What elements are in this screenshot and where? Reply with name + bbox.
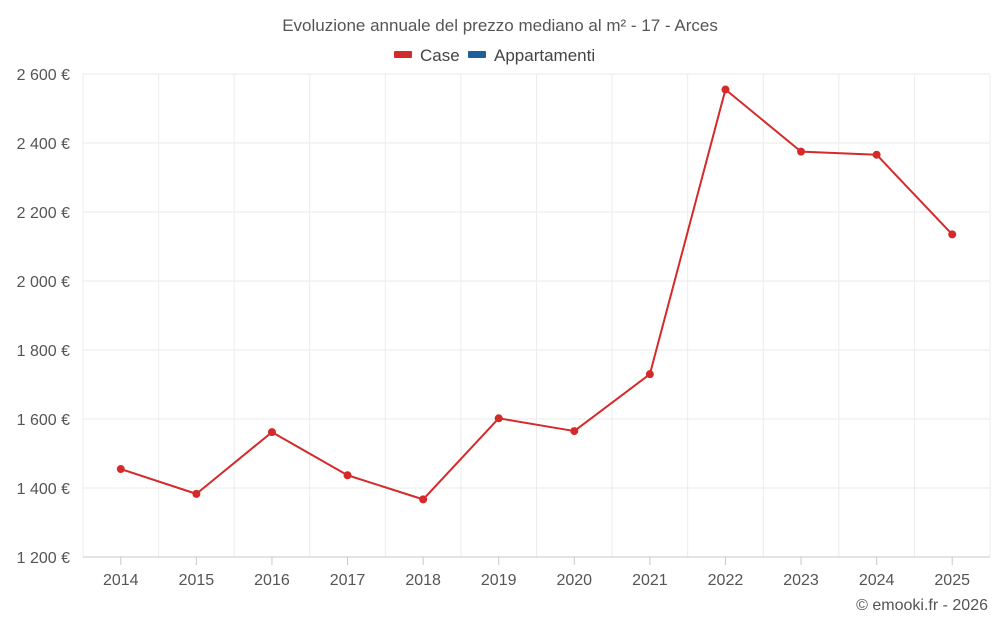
y-tick-label: 1 200 €: [17, 550, 70, 567]
data-point-2020: [570, 427, 579, 436]
y-axis: 1 200 € 1 400 € 1 600 € 1 800 € 2 000 € 2 200…: [17, 67, 70, 567]
y-tick-label: 2 000 €: [17, 274, 70, 291]
data-point-2021: [645, 370, 654, 379]
y-tick-label: 1 400 €: [17, 481, 70, 498]
y-tick-label: 2 400 €: [17, 136, 70, 153]
x-tick-label: 2021: [632, 572, 668, 589]
credit-text: © emooki.fr - 2026: [856, 597, 988, 614]
data-point-2016: [267, 428, 276, 437]
x-axis: 2014 2015 2016 2017 2018 2019 2020 2021 2022 2023…: [83, 556, 990, 589]
x-tick-label: 2015: [179, 572, 215, 589]
data-point-2018: [419, 495, 428, 504]
data-point-2015: [192, 489, 201, 498]
data-point-2014: [116, 465, 125, 474]
x-tick-label: 2016: [254, 572, 290, 589]
x-tick-label: 2022: [708, 572, 744, 589]
legend-label-case: Case: [420, 46, 460, 65]
grid: [82, 73, 991, 557]
data-point-2024: [872, 150, 881, 159]
data-point-2023: [797, 147, 806, 156]
x-tick-label: 2024: [859, 572, 895, 589]
legend-swatch-case: [394, 51, 412, 58]
chart-title: Evoluzione annuale del prezzo mediano al…: [282, 16, 718, 35]
legend: Case Appartamenti: [394, 46, 595, 65]
y-tick-label: 1 600 €: [17, 412, 70, 429]
y-tick-label: 1 800 €: [17, 343, 70, 360]
data-point-2025: [948, 230, 957, 239]
x-tick-label: 2025: [934, 572, 970, 589]
y-tick-label: 2 200 €: [17, 205, 70, 222]
data-point-2019: [494, 414, 503, 423]
x-tick-label: 2020: [556, 572, 592, 589]
series-layer: [116, 85, 957, 504]
x-tick-label: 2018: [405, 572, 441, 589]
x-tick-label: 2023: [783, 572, 819, 589]
data-point-2017: [343, 471, 352, 480]
y-tick-label: 2 600 €: [17, 67, 70, 84]
legend-swatch-appartamenti: [468, 51, 486, 58]
legend-label-appartamenti: Appartamenti: [494, 46, 595, 65]
series-line-case: [120, 88, 953, 501]
x-tick-label: 2019: [481, 572, 517, 589]
x-tick-label: 2017: [330, 572, 366, 589]
x-tick-label: 2014: [103, 572, 139, 589]
data-point-2022: [721, 85, 730, 94]
